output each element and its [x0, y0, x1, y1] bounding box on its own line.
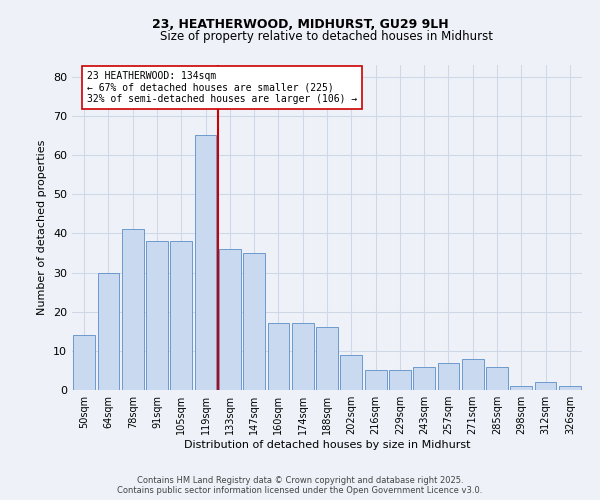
- Bar: [413, 366, 435, 390]
- Bar: [73, 335, 95, 390]
- X-axis label: Distribution of detached houses by size in Midhurst: Distribution of detached houses by size …: [184, 440, 470, 450]
- Bar: [170, 241, 192, 390]
- Bar: [340, 355, 362, 390]
- Bar: [243, 253, 265, 390]
- Text: 23 HEATHERWOOD: 134sqm
← 67% of detached houses are smaller (225)
32% of semi-de: 23 HEATHERWOOD: 134sqm ← 67% of detached…: [86, 71, 357, 104]
- Title: Size of property relative to detached houses in Midhurst: Size of property relative to detached ho…: [161, 30, 493, 43]
- Bar: [316, 328, 338, 390]
- Bar: [559, 386, 581, 390]
- Text: 23, HEATHERWOOD, MIDHURST, GU29 9LH: 23, HEATHERWOOD, MIDHURST, GU29 9LH: [152, 18, 448, 30]
- Text: Contains HM Land Registry data © Crown copyright and database right 2025.
Contai: Contains HM Land Registry data © Crown c…: [118, 476, 482, 495]
- Bar: [389, 370, 411, 390]
- Bar: [292, 324, 314, 390]
- Bar: [462, 358, 484, 390]
- Bar: [511, 386, 532, 390]
- Bar: [437, 362, 460, 390]
- Bar: [194, 136, 217, 390]
- Bar: [365, 370, 386, 390]
- Bar: [268, 324, 289, 390]
- Bar: [122, 230, 143, 390]
- Bar: [219, 249, 241, 390]
- Bar: [535, 382, 556, 390]
- Bar: [486, 366, 508, 390]
- Y-axis label: Number of detached properties: Number of detached properties: [37, 140, 47, 315]
- Bar: [146, 241, 168, 390]
- Bar: [97, 272, 119, 390]
